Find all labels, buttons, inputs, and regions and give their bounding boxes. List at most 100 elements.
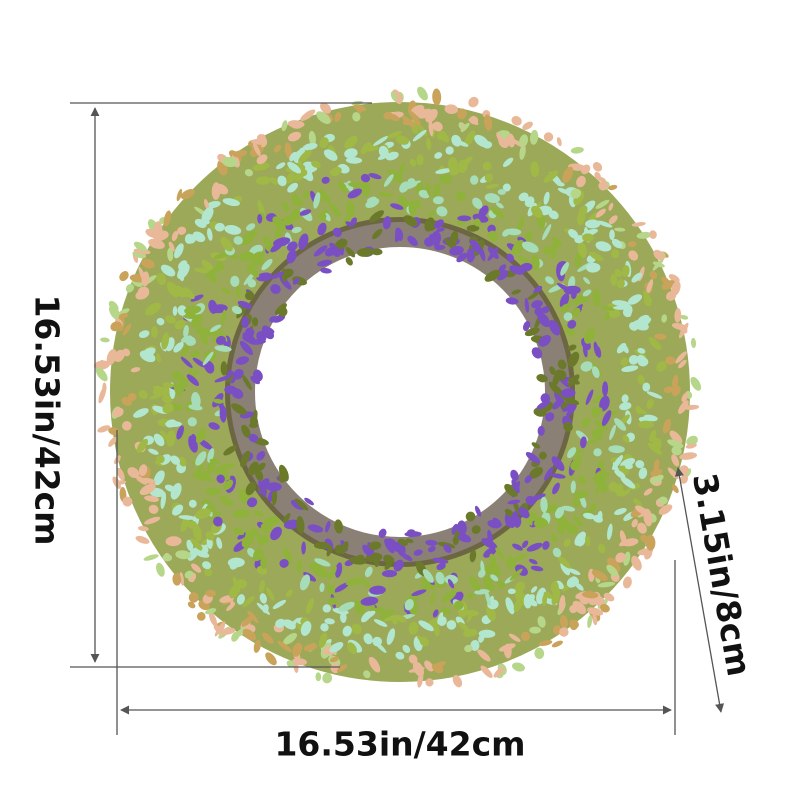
leaf xyxy=(299,209,312,216)
leaf xyxy=(558,595,566,613)
width-label: 16.53in/42cm xyxy=(274,725,525,764)
leaf xyxy=(567,351,580,368)
leaf xyxy=(635,405,643,415)
leaf xyxy=(200,544,208,558)
leaf xyxy=(271,488,278,506)
leaf xyxy=(270,284,281,294)
leaf xyxy=(440,607,452,615)
leaf xyxy=(122,496,133,507)
leaf xyxy=(161,332,170,350)
leaf xyxy=(548,210,559,220)
leaf xyxy=(480,665,493,678)
leaf xyxy=(262,632,274,644)
leaf xyxy=(531,300,543,309)
leaf xyxy=(599,603,610,613)
leaf xyxy=(598,543,606,554)
leaf xyxy=(492,517,502,528)
leaf xyxy=(530,254,540,271)
leaf xyxy=(188,592,199,603)
leaf xyxy=(665,291,677,301)
leaf xyxy=(238,251,255,262)
leaf xyxy=(557,555,571,569)
leaf xyxy=(213,252,230,260)
leaf xyxy=(611,300,630,307)
leaf xyxy=(222,627,236,635)
leaf xyxy=(322,672,333,684)
leaf xyxy=(316,111,331,124)
leaf xyxy=(369,210,385,223)
leaf xyxy=(250,251,265,265)
leaf xyxy=(621,265,630,278)
leaf xyxy=(428,119,434,137)
leaf xyxy=(141,258,155,269)
leaf xyxy=(334,519,343,534)
leaf xyxy=(564,397,580,406)
leaf xyxy=(317,259,333,267)
leaf xyxy=(216,537,223,549)
leaf xyxy=(220,236,233,252)
leaf xyxy=(456,252,468,263)
leaf xyxy=(567,344,577,351)
leaf xyxy=(241,316,250,328)
leaf xyxy=(571,576,580,584)
leaf xyxy=(411,589,427,597)
leaf xyxy=(690,337,697,349)
leaf xyxy=(317,222,327,236)
leaf xyxy=(419,636,430,647)
leaf xyxy=(432,182,440,199)
leaf xyxy=(522,121,533,130)
leaf xyxy=(438,131,450,143)
leaf xyxy=(248,433,259,443)
leaf xyxy=(435,168,452,174)
leaf xyxy=(125,283,135,293)
leaf xyxy=(245,327,255,338)
leaf xyxy=(585,535,591,547)
leaf xyxy=(538,451,547,460)
leaf xyxy=(329,203,341,217)
leaf xyxy=(671,446,681,456)
leaf xyxy=(387,538,401,553)
leaf xyxy=(587,439,597,444)
leaf xyxy=(303,643,318,652)
leaf xyxy=(315,672,322,682)
leaf xyxy=(273,144,282,153)
leaf xyxy=(614,418,627,431)
leaf xyxy=(319,582,325,593)
leaf xyxy=(614,227,626,232)
leaf xyxy=(209,324,222,333)
leaf xyxy=(495,547,505,560)
leaf xyxy=(592,288,601,307)
leaf xyxy=(346,642,357,655)
leaf xyxy=(366,196,377,203)
leaf xyxy=(292,658,307,666)
leaf xyxy=(393,559,404,572)
leaf xyxy=(258,480,267,497)
leaf xyxy=(398,162,406,178)
leaf xyxy=(418,620,435,632)
leaf xyxy=(413,549,423,556)
leaf xyxy=(191,563,202,573)
leaf xyxy=(416,154,424,166)
leaf xyxy=(593,394,604,404)
leaf xyxy=(551,503,557,514)
leaf xyxy=(456,108,467,120)
leaf xyxy=(194,327,212,336)
leaf xyxy=(457,520,467,535)
leaf xyxy=(464,644,473,653)
leaf xyxy=(363,579,371,588)
leaf xyxy=(168,241,175,252)
leaf xyxy=(571,307,581,317)
leaf xyxy=(646,398,654,409)
leaf xyxy=(122,323,132,336)
leaf xyxy=(543,191,550,205)
leaf xyxy=(511,115,522,126)
leaf xyxy=(533,285,543,294)
leaf xyxy=(139,483,156,496)
leaf xyxy=(162,382,174,388)
leaf xyxy=(100,337,110,343)
leaf xyxy=(662,418,672,434)
leaf xyxy=(568,228,579,239)
leaf xyxy=(496,580,505,589)
leaf xyxy=(130,367,141,373)
leaf xyxy=(338,601,355,612)
